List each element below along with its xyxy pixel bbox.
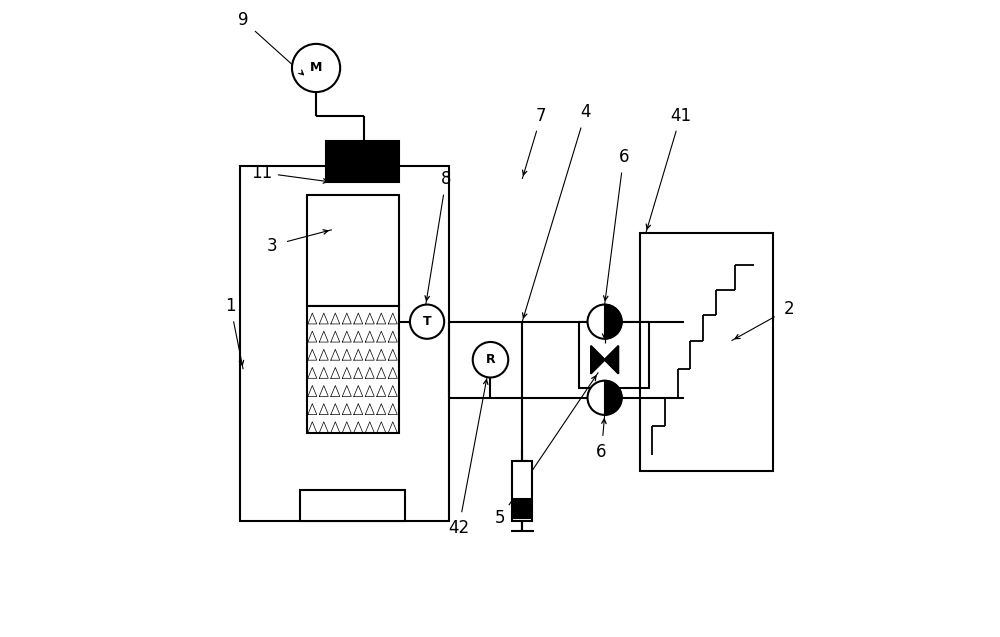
Bar [640,233,773,471]
Text: 7: 7 [536,106,546,125]
Text: 1: 1 [225,297,236,315]
Bar [307,195,399,306]
Text: 4: 4 [580,103,591,122]
Text: 41: 41 [670,106,691,125]
Circle shape [588,304,622,339]
Circle shape [292,44,340,92]
Text: 11: 11 [252,164,273,182]
Bar [512,461,532,522]
Text: 5: 5 [495,509,505,527]
Text: M: M [310,62,322,75]
Text: T: T [423,315,431,328]
Polygon shape [605,346,619,374]
Bar [307,306,399,433]
Text: 8: 8 [441,170,451,188]
Bar [514,499,530,519]
Text: R: R [486,354,495,366]
Text: 6: 6 [596,443,607,461]
Text: 42: 42 [448,519,469,537]
Bar [579,322,649,389]
Polygon shape [605,381,622,415]
Circle shape [588,381,622,415]
Bar [240,166,449,522]
Circle shape [473,342,508,378]
Bar [300,490,405,522]
Text: 6: 6 [618,148,629,166]
Text: 3: 3 [266,236,277,255]
Text: 9: 9 [238,11,248,29]
Polygon shape [605,304,622,339]
Polygon shape [591,346,605,374]
Text: 2: 2 [783,300,794,318]
Bar [326,141,399,182]
Circle shape [410,304,444,339]
